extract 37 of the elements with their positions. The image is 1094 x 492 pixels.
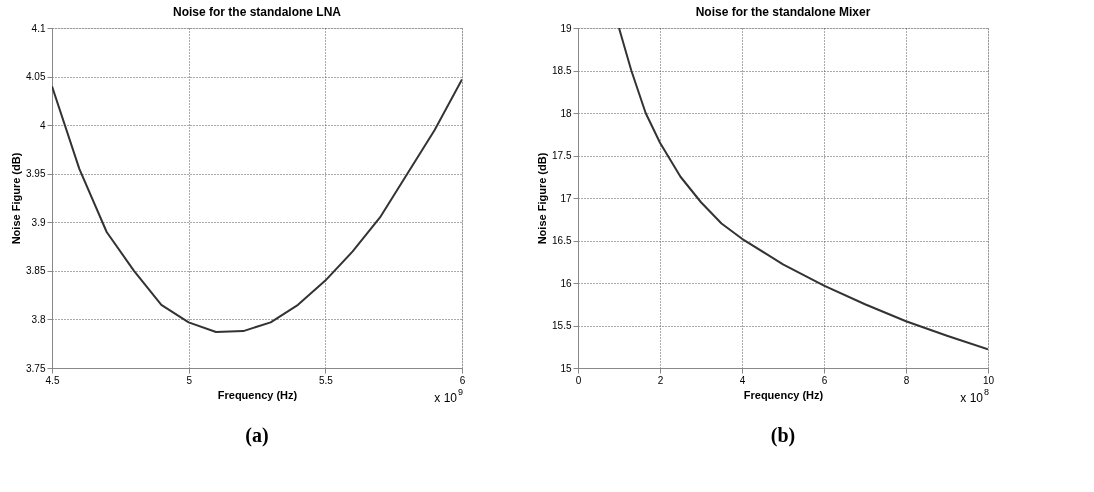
x-tick-label: 4.5 [45, 374, 60, 386]
y-tick-label: 3.95 [26, 168, 46, 180]
text: (b) [770, 424, 796, 447]
y-tick-label: 4.1 [31, 22, 46, 34]
y-tick-label: 15 [560, 362, 572, 374]
line-series [618, 28, 988, 351]
x-axis-title: Frequency (Hz) [217, 388, 298, 401]
chart-title: Noise for the standalone LNA [172, 5, 342, 19]
x-tick-label: 5.5 [318, 374, 334, 386]
y-tick-label: 19 [560, 22, 572, 34]
x-tick-label: 5 [186, 374, 193, 386]
y-tick-label: 3.9 [31, 216, 46, 228]
y-tick-label: 3.8 [31, 313, 46, 325]
y-tick-label: 4 [39, 119, 46, 131]
y-tick-label: 3.85 [26, 265, 46, 277]
y-tick-label: 18.5 [552, 65, 572, 76]
y-tick-label: 17.5 [552, 150, 572, 161]
y-axis-title: Noise Figure (dB) [10, 152, 23, 245]
line-series [52, 78, 462, 334]
chart-title: Noise for the standalone Mixer [695, 5, 871, 19]
x-tick-label: 0 [575, 374, 582, 386]
x-tick-label: 8 [903, 374, 910, 386]
y-tick-label: 15.5 [552, 320, 572, 331]
x-axis-title: Frequency (Hz) [743, 388, 824, 401]
x-tick-label: 6 [821, 374, 828, 386]
x-tick-label: 2 [657, 374, 664, 386]
y-tick-label: 16 [560, 277, 572, 289]
y-tick-label: 16.5 [552, 235, 572, 246]
x-tick-label: 4 [739, 374, 746, 386]
y-tick-label: 17 [560, 192, 572, 204]
y-tick-label: 4.05 [26, 71, 46, 83]
x-tick-label: 6 [459, 374, 466, 386]
y-tick-label: 18 [560, 107, 572, 119]
y-axis-title: Noise Figure (dB) [536, 152, 549, 245]
x-tick-label: 10 [982, 374, 995, 386]
text: (a) [245, 424, 269, 447]
y-tick-label: 3.75 [26, 362, 46, 374]
